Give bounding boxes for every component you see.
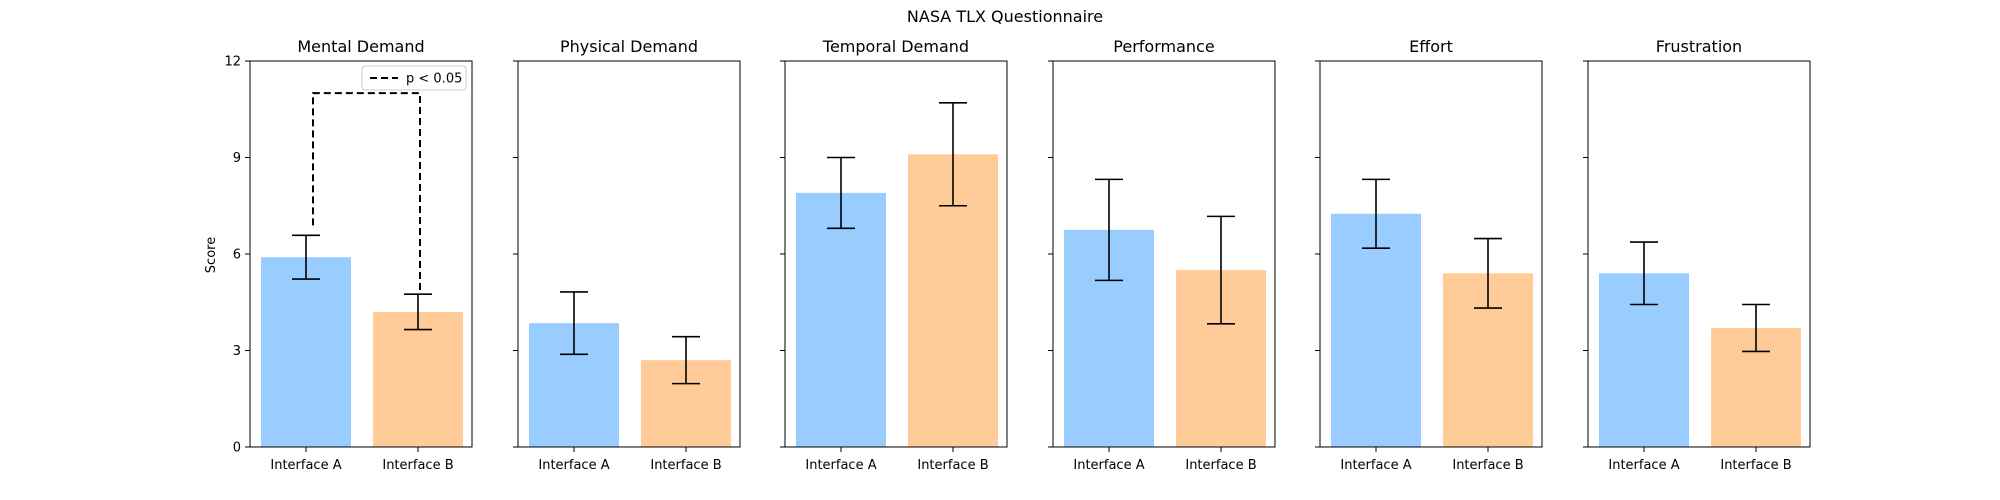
x-tick-label-panel1-a: Interface A: [270, 458, 341, 473]
panel-6: Interface A Interface B Frustration: [1583, 37, 1811, 473]
y-tick-label-4: 12: [224, 55, 241, 70]
bar-panel3-a: [796, 192, 886, 447]
panel-frame-5: [1319, 60, 1543, 448]
x-tick-label-panel2-a: Interface A: [538, 458, 609, 473]
panel-title-5: Effort: [1409, 37, 1453, 56]
bar-panel1-a: [261, 257, 351, 447]
panel-title-6: Frustration: [1656, 37, 1742, 56]
panel-title-2: Physical Demand: [560, 37, 698, 56]
panel-frame-4: [1052, 60, 1276, 448]
panel-title-4: Performance: [1113, 37, 1214, 56]
legend-box: [361, 65, 467, 91]
x-tick-label-panel3-b: Interface B: [917, 458, 988, 473]
panel-3: Interface A Interface B Temporal Demand: [780, 37, 1008, 473]
panel-1: Interface A Interface B 0 3 6 9 12 Mental Deman…: [224, 37, 473, 473]
x-tick-label-panel6-a: Interface A: [1608, 458, 1679, 473]
x-tick-label-panel5-b: Interface B: [1452, 458, 1523, 473]
panel-2: Interface A Interface B Physical Demand: [513, 37, 741, 473]
panel-frame-6: [1587, 60, 1811, 448]
x-tick-label-panel6-b: Interface B: [1720, 458, 1791, 473]
y-tick-label-1: 3: [233, 344, 241, 359]
y-tick-label-3: 9: [233, 151, 241, 166]
significance-bracket: [312, 92, 421, 295]
panel-frame-1: [249, 60, 473, 448]
panel-4: Interface A Interface B Performance: [1048, 37, 1276, 473]
legend-label: p < 0.05: [406, 72, 462, 87]
significance-line: [312, 92, 421, 295]
x-tick-label-panel4-b: Interface B: [1185, 458, 1256, 473]
panel-frame-2: [517, 60, 741, 448]
x-tick-label-panel4-a: Interface A: [1073, 458, 1144, 473]
panel-frame-3: [784, 60, 1008, 448]
panel-title-3: Temporal Demand: [822, 37, 969, 56]
bar-panel1-b: [373, 311, 463, 447]
x-tick-label-panel2-b: Interface B: [650, 458, 721, 473]
y-axis-label: Score: [204, 237, 219, 273]
panel-title-1: Mental Demand: [297, 37, 424, 56]
legend: p < 0.05: [361, 65, 467, 91]
panel-5: Interface A Interface B Effort: [1315, 37, 1543, 473]
y-tick-label-0: 0: [233, 441, 241, 456]
x-tick-label-panel5-a: Interface A: [1340, 458, 1411, 473]
figure-title: NASA TLX Questionnaire: [907, 7, 1103, 26]
bar-panel5-a: [1331, 213, 1421, 447]
x-tick-label-panel3-a: Interface A: [805, 458, 876, 473]
panels: Interface A Interface B 0 3 6 9 12 Mental Deman…: [224, 37, 1811, 473]
y-tick-label-2: 6: [233, 248, 241, 263]
x-tick-label-panel1-b: Interface B: [382, 458, 453, 473]
